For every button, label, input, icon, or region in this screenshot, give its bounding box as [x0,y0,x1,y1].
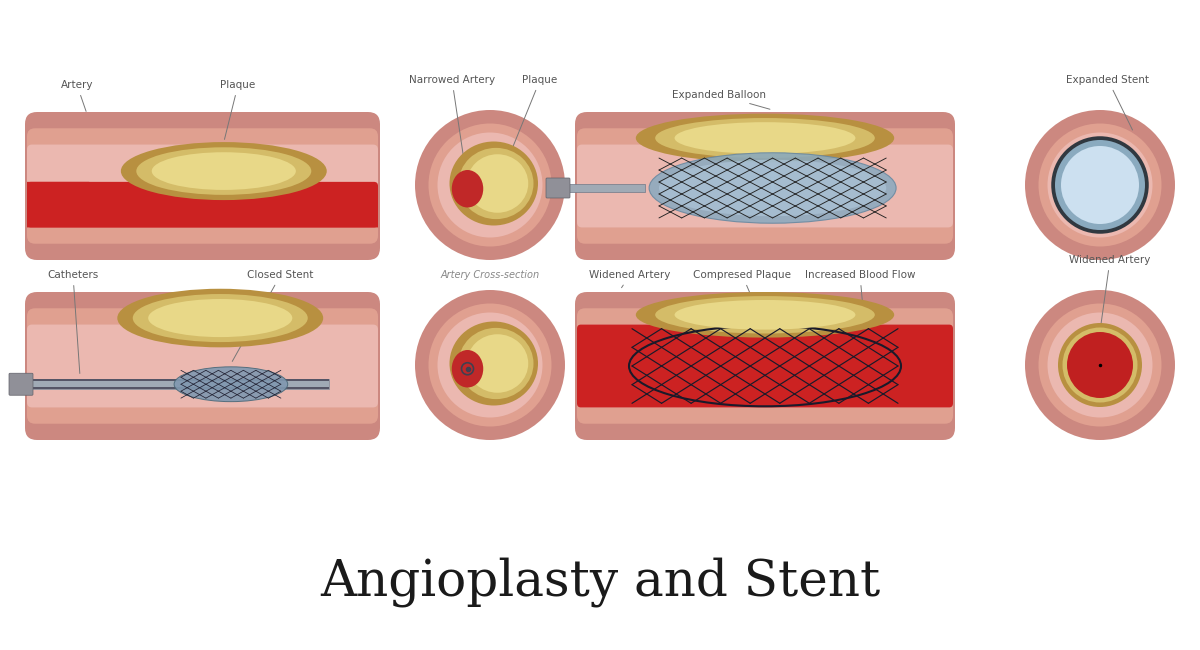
Text: Widened Artery: Widened Artery [1069,255,1151,328]
FancyBboxPatch shape [546,178,570,198]
Circle shape [1051,136,1148,234]
Circle shape [1055,140,1145,230]
Ellipse shape [649,153,896,223]
Text: Artery Cross-section: Artery Cross-section [440,270,540,280]
Circle shape [1067,332,1133,398]
Circle shape [428,124,552,246]
Ellipse shape [655,118,875,158]
Text: Increased Blood Flow: Increased Blood Flow [805,270,916,400]
FancyBboxPatch shape [577,324,953,408]
Ellipse shape [133,294,307,342]
FancyBboxPatch shape [577,324,953,408]
Ellipse shape [659,160,887,216]
Circle shape [415,110,565,260]
Circle shape [1038,304,1162,426]
Text: Expanded Stent: Expanded Stent [1067,75,1150,130]
Text: Compresed Plaque: Compresed Plaque [694,270,791,326]
Ellipse shape [636,114,894,162]
FancyBboxPatch shape [28,144,378,228]
FancyBboxPatch shape [577,308,953,424]
Ellipse shape [148,299,293,337]
Text: Artery: Artery [61,80,94,111]
Circle shape [1038,124,1162,246]
Ellipse shape [655,296,875,333]
FancyBboxPatch shape [28,308,378,424]
Circle shape [438,313,542,417]
Ellipse shape [451,350,484,387]
Text: Widened Artery: Widened Artery [589,270,671,288]
Circle shape [438,133,542,237]
Text: Plaque: Plaque [221,80,256,139]
FancyBboxPatch shape [28,128,378,244]
Text: Narrowed Artery: Narrowed Artery [409,75,496,171]
Bar [28,387,329,389]
FancyBboxPatch shape [10,373,34,395]
Text: Catheters: Catheters [47,270,98,374]
Circle shape [1025,110,1175,260]
Ellipse shape [450,142,538,226]
Ellipse shape [458,148,534,219]
Ellipse shape [674,122,856,154]
Text: Closed Stent: Closed Stent [233,270,313,361]
Ellipse shape [121,142,326,200]
Bar [557,184,646,192]
Bar [28,379,329,389]
FancyBboxPatch shape [577,128,953,244]
Circle shape [1061,146,1139,224]
Text: Plaque: Plaque [506,75,558,164]
FancyBboxPatch shape [28,182,378,228]
Ellipse shape [151,152,296,190]
FancyBboxPatch shape [577,144,953,228]
Ellipse shape [451,170,484,207]
FancyBboxPatch shape [25,292,380,440]
Circle shape [1048,313,1152,417]
Ellipse shape [118,289,323,347]
Text: Expanded Balloon: Expanded Balloon [672,90,770,109]
Circle shape [1058,323,1142,407]
Circle shape [428,304,552,426]
Ellipse shape [137,148,311,195]
Circle shape [1048,133,1152,237]
Circle shape [415,290,565,440]
FancyBboxPatch shape [575,112,955,260]
Polygon shape [28,182,378,228]
Ellipse shape [458,328,534,399]
Ellipse shape [450,322,538,406]
FancyBboxPatch shape [28,324,378,408]
Ellipse shape [467,154,528,213]
FancyBboxPatch shape [25,112,380,260]
Text: Angioplasty and Stent: Angioplasty and Stent [320,557,880,607]
Ellipse shape [174,367,288,402]
Ellipse shape [636,292,894,337]
Bar [28,379,329,382]
FancyBboxPatch shape [575,292,955,440]
Ellipse shape [467,334,528,393]
Circle shape [1062,328,1138,402]
Circle shape [1025,290,1175,440]
Ellipse shape [674,300,856,330]
